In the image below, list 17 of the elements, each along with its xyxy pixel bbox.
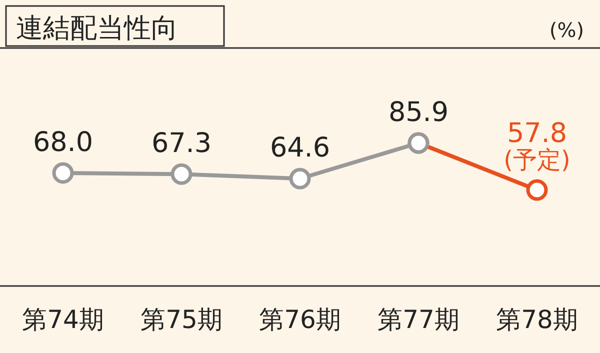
x-tick-label: 第78期 [496, 305, 578, 334]
point [289, 168, 311, 190]
x-tick-label: 第77期 [378, 305, 460, 334]
data-label: 57.8 [506, 118, 568, 149]
x-tick-label: 第76期 [259, 305, 341, 334]
chart-title: 連結配当性向 [16, 13, 178, 44]
x-tick-label: 第74期 [22, 305, 104, 334]
point [52, 162, 74, 184]
data-label: 67.3 [151, 128, 212, 160]
x-tick-label: 第75期 [140, 305, 222, 334]
point [170, 163, 192, 185]
data-label: 68.0 [32, 126, 94, 158]
data-label: 85.9 [388, 97, 449, 128]
annotation: (予定) [504, 146, 570, 174]
data-label: 64.6 [270, 132, 330, 164]
point [526, 179, 548, 201]
text: (%) [549, 18, 584, 42]
